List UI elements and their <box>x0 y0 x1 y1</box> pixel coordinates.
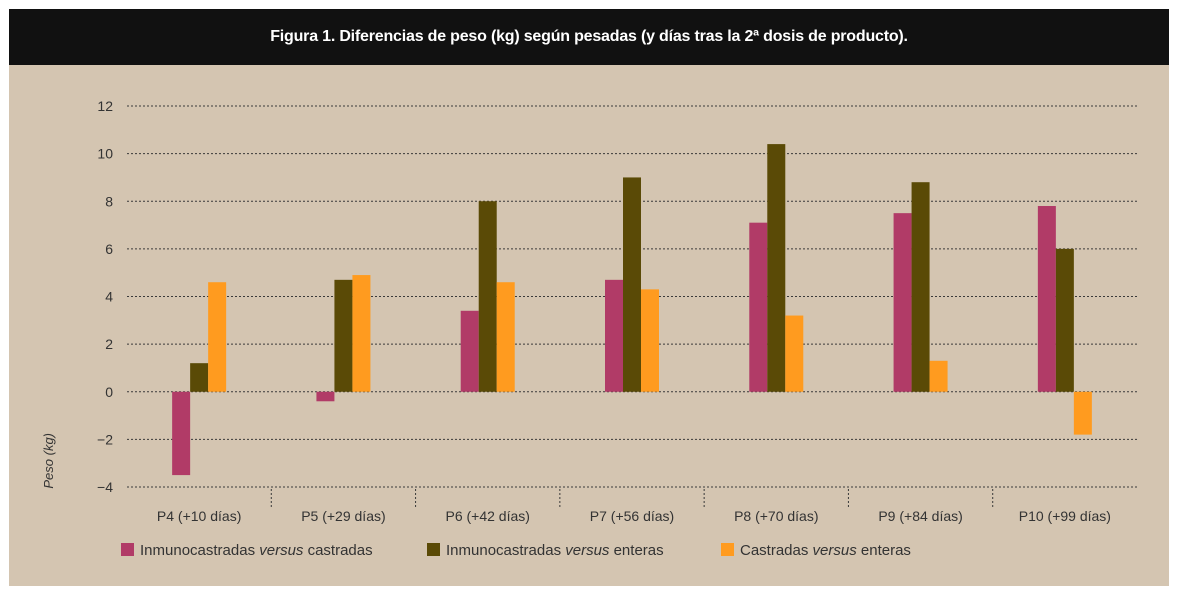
bar-3-3 <box>496 282 515 392</box>
bar-1-6 <box>893 213 912 392</box>
category-label: P9 (+84 días) <box>878 508 962 524</box>
bar-chart: 12 10 8 6 4 2 0 −2 −4 Peso (kg) P4 (+10 días) P5 (+… <box>41 98 1137 559</box>
bar-2-3 <box>478 201 497 392</box>
bar-1-1 <box>172 391 191 476</box>
category-label: P4 (+10 días) <box>157 508 241 524</box>
bar-1-5 <box>749 222 768 392</box>
bar-1-2 <box>316 391 335 402</box>
bar-2-1 <box>190 363 209 392</box>
bar-3-2 <box>352 275 371 392</box>
y-tick-label: 12 <box>97 98 113 114</box>
y-tick-label: 2 <box>105 336 113 352</box>
title-bar: Figura 1. Diferencias de peso (kg) según… <box>9 9 1169 65</box>
category-label: P7 (+56 días) <box>590 508 674 524</box>
bar-2-2 <box>334 279 353 392</box>
bar-1-3 <box>460 310 479 392</box>
category-label: P10 (+99 días) <box>1019 508 1111 524</box>
y-tick-label: −4 <box>97 479 113 495</box>
bar-2-4 <box>623 177 641 392</box>
y-axis-label: Peso (kg) <box>41 433 56 489</box>
y-tick-label: 0 <box>105 384 113 400</box>
bar-2-6 <box>911 182 930 392</box>
category-label: P8 (+70 días) <box>734 508 818 524</box>
figure-panel: 12 10 8 6 4 2 0 −2 −4 Peso (kg) P4 (+10 días) P5 (+… <box>9 9 1169 586</box>
legend-swatch <box>427 543 440 556</box>
bar-1-7 <box>1037 206 1056 392</box>
y-tick-label: 10 <box>97 146 113 162</box>
y-tick-label: 8 <box>105 193 113 209</box>
bar-3-5 <box>785 315 804 392</box>
bar-3-7 <box>1073 391 1092 435</box>
y-tick-label: 4 <box>105 289 113 305</box>
bar-3-6 <box>929 360 948 392</box>
bar-1-4 <box>605 279 623 392</box>
y-tick-label: 6 <box>105 241 113 257</box>
legend-label: Castradas versus enteras <box>740 542 911 559</box>
legend-swatch <box>721 543 734 556</box>
bar-2-5 <box>767 144 786 392</box>
y-tick-label: −2 <box>97 431 113 447</box>
legend-label: Inmunocastradas versus enteras <box>446 542 664 559</box>
category-label: P6 (+42 días) <box>445 508 529 524</box>
bar-3-4 <box>641 289 659 392</box>
bar-3-1 <box>208 282 227 392</box>
category-label: P5 (+29 días) <box>301 508 385 524</box>
chart-title: Figura 1. Diferencias de peso (kg) según… <box>270 28 908 45</box>
legend-label: Inmunocastradas versus castradas <box>140 542 373 559</box>
legend-swatch <box>121 543 134 556</box>
bar-2-7 <box>1055 248 1074 392</box>
